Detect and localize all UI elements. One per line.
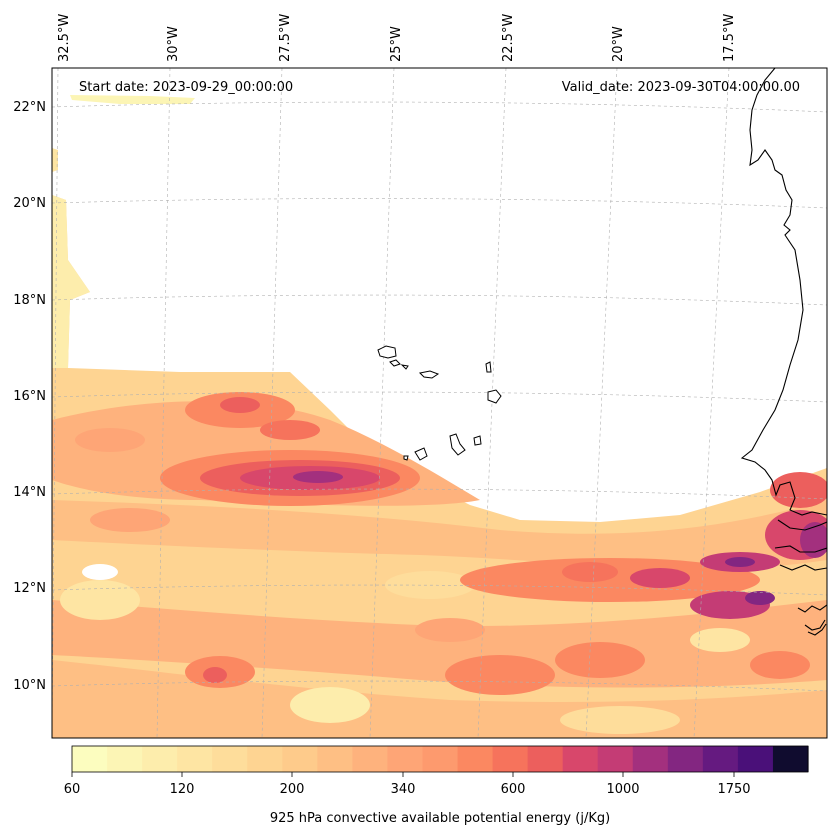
colorbar-swatches: [72, 746, 809, 772]
colorbar-swatch: [422, 746, 459, 772]
colorbar-tick-340: 340: [391, 782, 416, 797]
colorbar-swatch: [772, 746, 809, 772]
start-date-annotation: Start date: 2023-09-29_00:00:00: [79, 80, 293, 95]
colorbar-tick-120: 120: [170, 782, 195, 797]
colorbar-swatch: [702, 746, 739, 772]
colorbar-swatch: [562, 746, 599, 772]
colorbar: 60 120 200 340 600 1000 1750 925 hPa con…: [64, 745, 809, 826]
colorbar-tick-60: 60: [64, 782, 81, 797]
lat-label-16n: 16°N: [13, 389, 46, 404]
colorbar-border: [71, 745, 809, 773]
coastlines: [740, 68, 827, 636]
lon-label-17-5w: 17.5°W: [722, 14, 737, 62]
cape-verde-islands: [377, 345, 502, 461]
lon-label-32-5w: 32.5°W: [57, 14, 72, 62]
colorbar-tick-200: 200: [280, 782, 305, 797]
colorbar-swatch: [632, 746, 669, 772]
colorbar-swatch: [177, 746, 213, 772]
west-africa-coast: [740, 68, 827, 516]
colorbar-swatch: [737, 746, 774, 772]
lon-label-25w: 25°W: [389, 26, 404, 62]
map-border: [51, 67, 828, 739]
lat-label-10n: 10°N: [13, 678, 46, 693]
colorbar-swatch: [107, 746, 143, 772]
colorbar-swatch: [492, 746, 529, 772]
lat-label-20n: 20°N: [13, 196, 46, 211]
lat-label-14n: 14°N: [13, 485, 46, 500]
lat-label-12n: 12°N: [13, 581, 46, 596]
colorbar-swatch: [597, 746, 634, 772]
colorbar-swatch: [527, 746, 564, 772]
colorbar-tick-1750: 1750: [717, 782, 750, 797]
colorbar-swatch: [282, 746, 318, 772]
lon-label-22-5w: 22.5°W: [501, 14, 516, 62]
cape-field: [52, 95, 827, 738]
colorbar-swatch: [352, 746, 389, 772]
lon-label-27-5w: 27.5°W: [278, 14, 293, 62]
lon-label-30w: 30°W: [166, 26, 181, 62]
map-area: [52, 68, 827, 738]
lat-label-22n: 22°N: [13, 100, 46, 115]
colorbar-swatch: [457, 746, 494, 772]
gridlines: [52, 68, 827, 738]
colorbar-swatch: [247, 746, 283, 772]
longitude-labels: 32.5°W 30°W 27.5°W 25°W 22.5°W 20°W 17.5…: [57, 14, 737, 62]
colorbar-swatch: [387, 746, 424, 772]
colorbar-swatch: [142, 746, 178, 772]
colorbar-swatch: [317, 746, 353, 772]
colorbar-swatch: [667, 746, 704, 772]
colorbar-swatch: [72, 746, 108, 772]
colorbar-tick-1000: 1000: [606, 782, 639, 797]
latitude-labels: 22°N 20°N 18°N 16°N 14°N 12°N 10°N: [13, 100, 46, 693]
lat-label-18n: 18°N: [13, 293, 46, 308]
colorbar-swatch: [212, 746, 248, 772]
colorbar-tick-600: 600: [501, 782, 526, 797]
colorbar-label: 925 hPa convective available potential e…: [270, 811, 610, 826]
valid-date-annotation: Valid_date: 2023-09-30T04:00:00.00: [562, 80, 800, 95]
lon-label-20w: 20°W: [611, 26, 626, 62]
colorbar-ticks: [71, 772, 735, 777]
